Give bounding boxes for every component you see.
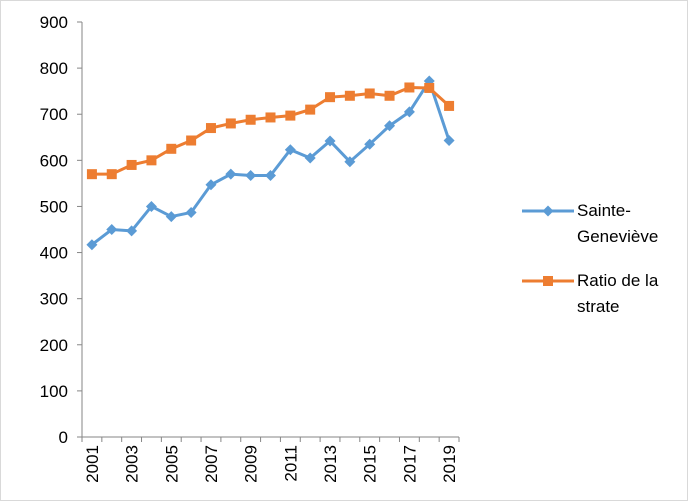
y-tick-label: 800 xyxy=(40,59,68,78)
data-point xyxy=(404,82,415,93)
y-tick-label: 900 xyxy=(40,13,68,32)
data-point xyxy=(146,155,157,166)
data-point xyxy=(126,159,137,170)
data-point xyxy=(265,170,276,182)
data-point xyxy=(106,169,117,180)
data-point xyxy=(86,169,97,180)
x-tick-label: 2001 xyxy=(83,445,102,483)
x-tick-label: 2011 xyxy=(281,445,300,482)
data-point xyxy=(245,114,256,125)
x-tick-label: 2005 xyxy=(162,445,181,483)
legend-marker xyxy=(542,205,554,217)
y-tick-label: 400 xyxy=(40,244,68,263)
data-point xyxy=(86,239,98,251)
y-tick-label: 600 xyxy=(40,151,68,170)
data-point xyxy=(444,100,455,111)
y-tick-label: 200 xyxy=(40,336,68,355)
data-point xyxy=(225,168,237,180)
legend-label: Ratio de la strate xyxy=(577,271,659,316)
data-point xyxy=(166,143,177,154)
data-point xyxy=(185,206,197,218)
data-point xyxy=(126,225,138,237)
data-point xyxy=(165,211,177,223)
data-point xyxy=(106,224,118,235)
x-tick-label: 2015 xyxy=(361,445,380,483)
data-point xyxy=(344,90,355,101)
x-tick-label: 2009 xyxy=(242,445,261,483)
data-point xyxy=(245,170,257,182)
y-tick-label: 700 xyxy=(40,105,68,124)
data-point xyxy=(443,135,455,147)
data-point xyxy=(324,135,336,147)
data-point xyxy=(304,152,316,164)
y-tick-label: 300 xyxy=(40,290,68,309)
legend-marker xyxy=(543,276,553,286)
data-point xyxy=(284,144,296,156)
data-point xyxy=(205,123,216,134)
y-tick-label: 0 xyxy=(59,428,68,447)
data-point xyxy=(285,110,296,121)
y-tick-label: 100 xyxy=(40,382,68,401)
data-point xyxy=(265,112,276,123)
y-tick-label: 500 xyxy=(40,197,68,216)
x-tick-label: 2003 xyxy=(123,445,142,483)
x-tick-label: 2013 xyxy=(321,445,340,483)
legend-label: Sainte-Geneviève xyxy=(577,201,659,246)
data-point xyxy=(364,88,375,99)
data-point xyxy=(384,90,395,101)
x-tick-label: 2019 xyxy=(440,445,459,483)
data-point xyxy=(364,138,376,150)
x-tick-label: 2007 xyxy=(202,445,221,483)
data-point xyxy=(225,118,236,129)
data-point xyxy=(325,92,336,103)
data-point xyxy=(186,135,197,146)
data-point xyxy=(384,120,396,132)
x-tick-label: 2017 xyxy=(400,445,419,483)
data-point xyxy=(305,104,316,115)
data-point xyxy=(424,82,435,93)
data-point xyxy=(145,200,157,212)
data-point xyxy=(344,156,356,168)
data-point xyxy=(403,106,415,118)
data-point xyxy=(205,179,217,191)
